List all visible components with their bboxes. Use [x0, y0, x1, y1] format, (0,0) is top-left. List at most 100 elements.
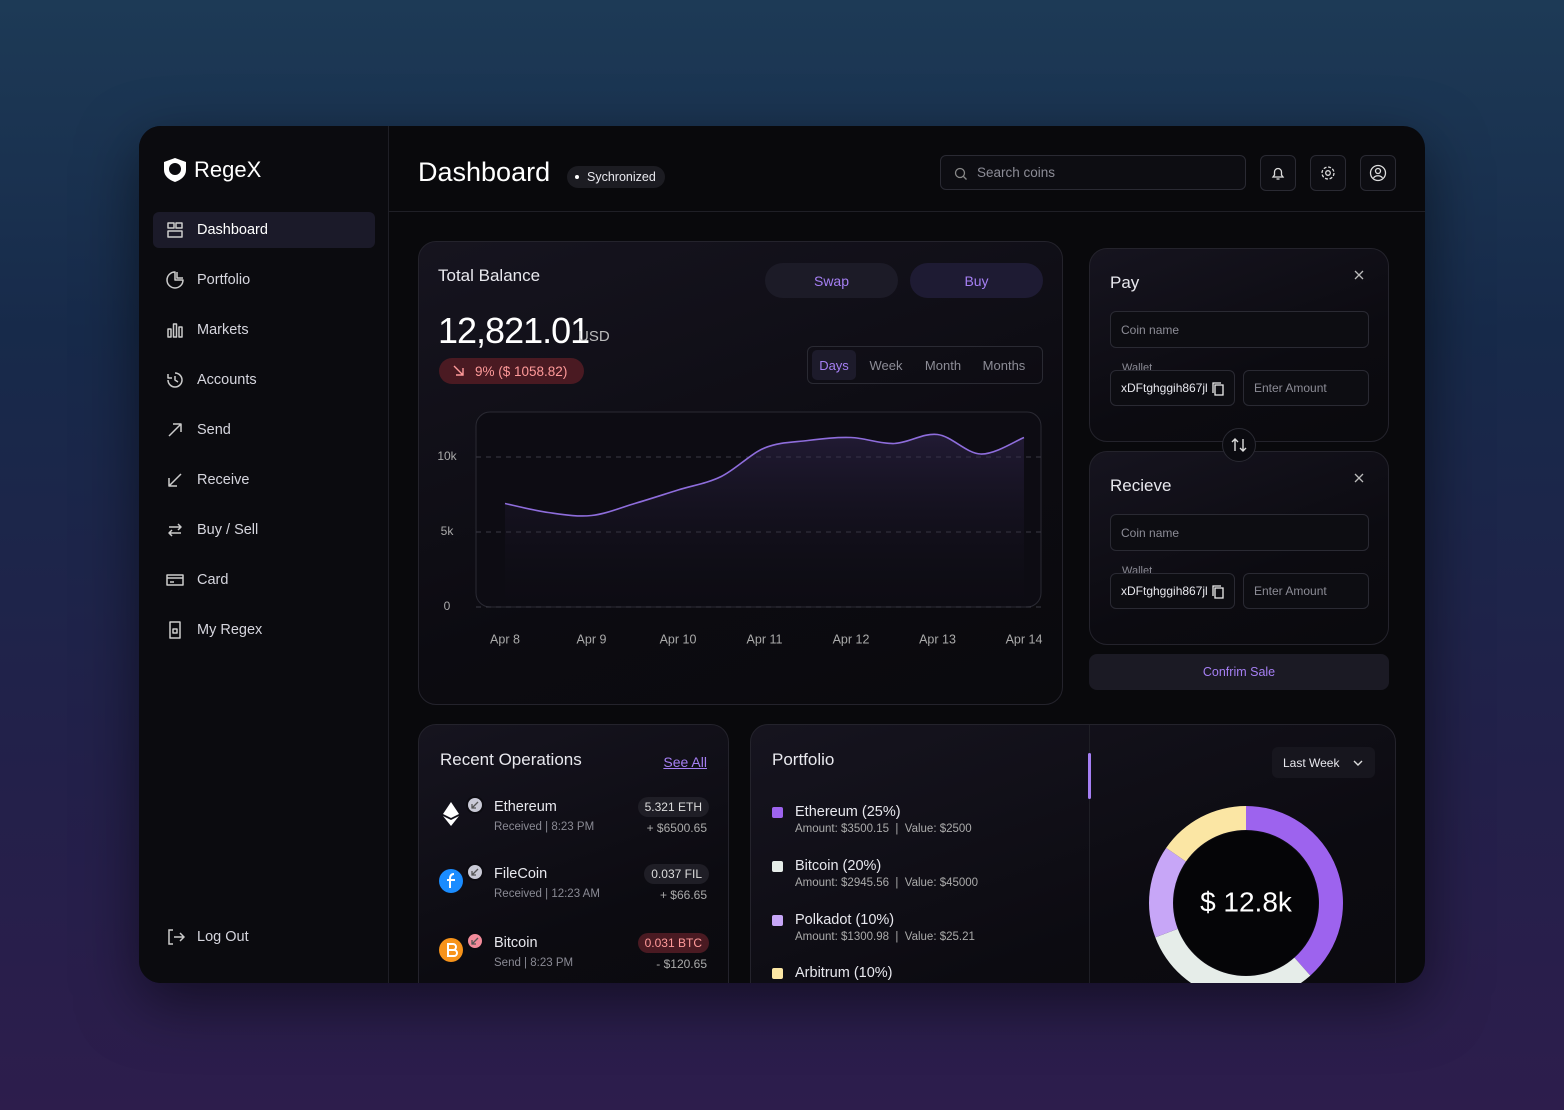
nav-item[interactable]: Dashboard	[153, 212, 375, 248]
nav-item[interactable]: Markets	[153, 312, 375, 348]
icon	[168, 473, 182, 487]
op-detail: Received | 12:23 AM	[494, 888, 600, 900]
period-tab[interactable]: Months	[982, 357, 1026, 373]
coin-icon	[439, 932, 484, 962]
coin-input[interactable]: Coin name	[1110, 311, 1369, 348]
op-coin: Bitcoin	[494, 935, 538, 951]
donut-segment	[1155, 928, 1311, 983]
placeholder: Enter Amount	[1254, 584, 1327, 598]
logo	[164, 158, 186, 182]
op-coin: Ethereum	[494, 799, 557, 815]
notifications[interactable]	[1260, 155, 1296, 191]
confirm-button[interactable]: Confrim Sale	[1089, 654, 1389, 690]
profile[interactable]	[1360, 155, 1396, 191]
icon	[168, 423, 182, 437]
balance-amount: 12,821.01	[438, 310, 590, 351]
portfolio-title: Portfolio	[772, 750, 835, 769]
legend-detail: Amount: $2945.56 | Value: $45000	[795, 877, 979, 889]
swap-direction[interactable]	[1222, 428, 1256, 462]
icon	[169, 621, 181, 639]
legend-swatch	[772, 968, 783, 979]
scrollbar	[1088, 753, 1091, 799]
nav-label: Buy / Sell	[197, 522, 259, 538]
sidebar: RegeX Log Out Dashboard Portfolio Markets A…	[139, 126, 389, 983]
buy-button[interactable]: Buy	[910, 263, 1043, 298]
wallet-field[interactable]: xDFtghggih867jl	[1110, 370, 1235, 406]
swap-button[interactable]: Swap	[765, 263, 898, 298]
operations-title: Recent Operations	[440, 750, 582, 769]
icon	[167, 372, 183, 388]
period-tab[interactable]: Days	[812, 350, 856, 380]
x-tick-label: Apr 13	[919, 632, 956, 646]
operations-card: Recent Operations See All Ethereum Recei…	[418, 724, 729, 983]
donut-segment	[1149, 847, 1186, 938]
op-coin: FileCoin	[494, 866, 548, 882]
logout[interactable]: Log Out	[153, 919, 375, 955]
panel-title: Pay	[1110, 273, 1140, 292]
search-placeholder: Search coins	[977, 165, 1056, 180]
balance-title: Total Balance	[438, 266, 541, 285]
coin-icon	[439, 863, 484, 893]
amount-input[interactable]: Enter Amount	[1243, 370, 1369, 406]
nav-item[interactable]: Card	[153, 562, 375, 598]
nav-item[interactable]: Send	[153, 412, 375, 448]
legend-swatch	[772, 915, 783, 926]
op-value: - $120.65	[656, 957, 707, 971]
legend-swatch	[772, 807, 783, 818]
charts: 0 5k 10k Apr 8 Apr 9 Apr 10 Apr 11 Apr 12 Apr 13…	[437, 411, 1343, 983]
op-detail: Send | 8:23 PM	[494, 957, 574, 969]
divider	[1089, 725, 1090, 983]
icon	[166, 271, 184, 289]
wallet: xDFtghggih867jl	[1121, 381, 1208, 395]
x-tick-label: Apr 14	[1006, 632, 1043, 646]
nav-label: Receive	[197, 472, 250, 488]
close[interactable]	[1354, 473, 1364, 483]
copy-icon[interactable]	[1211, 584, 1225, 600]
nav-item[interactable]: My Regex	[153, 612, 375, 648]
icon	[166, 574, 184, 586]
copy-icon[interactable]	[1211, 381, 1225, 397]
settings[interactable]	[1310, 155, 1346, 191]
line	[504, 433, 1025, 517]
donut-center-label: $ 12.8k	[1200, 886, 1293, 917]
icon	[167, 222, 183, 238]
change: 9% ($ 1058.82)	[475, 363, 568, 379]
x-tick-label: Apr 8	[490, 632, 520, 646]
op-amount: 0.037 FIL	[644, 864, 709, 884]
nav-item[interactable]: Receive	[153, 462, 375, 498]
icon	[167, 323, 183, 338]
amount-input[interactable]: Enter Amount	[1243, 573, 1369, 609]
icon	[1321, 166, 1335, 180]
period-tab[interactable]: Month	[924, 357, 962, 373]
wallet-field[interactable]: xDFtghggih867jl	[1110, 573, 1235, 609]
logout-label: Log Out	[197, 929, 249, 945]
icon	[1231, 438, 1247, 452]
placeholder: Coin name	[1121, 322, 1180, 337]
nav-item[interactable]: Portfolio	[153, 262, 375, 298]
x-tick-label: Apr 10	[660, 632, 697, 646]
donut-segment	[1166, 806, 1246, 862]
see-all[interactable]: See All	[663, 754, 707, 770]
coin-input[interactable]: Coin name	[1110, 514, 1369, 551]
nav-label: Accounts	[197, 372, 257, 388]
balance-currency: USD	[578, 328, 610, 345]
panel-title: Recieve	[1110, 476, 1172, 495]
x-tick-label: Apr 9	[577, 632, 607, 646]
app-window: RegeX Log Out Dashboard Portfolio Markets A…	[139, 126, 1425, 983]
filter-dropdown[interactable]: Last Week	[1272, 747, 1375, 778]
nav-item[interactable]: Buy / Sell	[153, 512, 375, 548]
pay-card: Pay Coin name Wallet xDFtghggih867jl Ent…	[1089, 248, 1389, 442]
icon	[168, 523, 182, 537]
nav-item[interactable]: Accounts	[153, 362, 375, 398]
close[interactable]	[1354, 270, 1364, 280]
filter: Last Week	[1283, 755, 1340, 770]
icon	[1369, 164, 1387, 182]
receive-card: Recieve Coin name Wallet xDFtghggih867jl…	[1089, 451, 1389, 645]
header-divider	[389, 211, 1425, 212]
period-tab[interactable]: Week	[869, 357, 903, 373]
donut-segment	[1246, 806, 1343, 976]
icon	[1271, 167, 1285, 180]
search[interactable]: Search coins	[940, 155, 1246, 190]
op-amount: 0.031 BTC	[637, 933, 709, 953]
page-title: Dashboard	[418, 157, 551, 187]
